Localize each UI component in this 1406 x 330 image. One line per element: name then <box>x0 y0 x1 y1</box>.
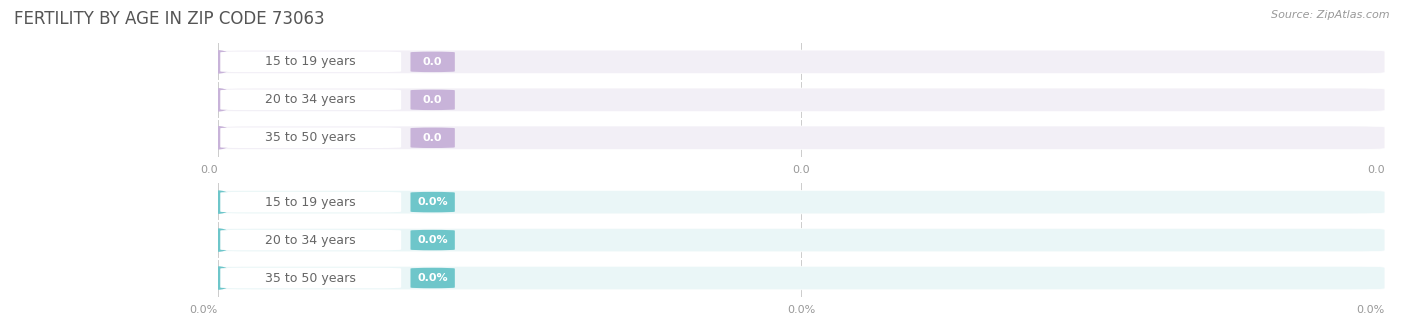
FancyBboxPatch shape <box>218 88 1385 112</box>
Ellipse shape <box>201 228 235 252</box>
Ellipse shape <box>201 266 235 290</box>
Text: 15 to 19 years: 15 to 19 years <box>266 55 356 68</box>
Ellipse shape <box>201 50 235 74</box>
FancyBboxPatch shape <box>411 127 454 148</box>
FancyBboxPatch shape <box>221 192 401 213</box>
Text: 35 to 50 years: 35 to 50 years <box>266 272 356 284</box>
FancyBboxPatch shape <box>218 266 1385 290</box>
FancyBboxPatch shape <box>411 268 454 288</box>
FancyBboxPatch shape <box>218 50 1385 74</box>
Text: 0.0%: 0.0% <box>1357 305 1385 315</box>
FancyBboxPatch shape <box>218 126 1385 149</box>
Ellipse shape <box>201 190 235 214</box>
Text: 35 to 50 years: 35 to 50 years <box>266 131 356 144</box>
FancyBboxPatch shape <box>218 190 1385 214</box>
FancyBboxPatch shape <box>411 51 454 72</box>
FancyBboxPatch shape <box>221 89 401 110</box>
Text: 20 to 34 years: 20 to 34 years <box>266 234 356 247</box>
Text: Source: ZipAtlas.com: Source: ZipAtlas.com <box>1271 10 1389 20</box>
FancyBboxPatch shape <box>411 192 454 213</box>
Text: 20 to 34 years: 20 to 34 years <box>266 93 356 106</box>
Text: 0.0%: 0.0% <box>787 305 815 315</box>
Text: 0.0: 0.0 <box>793 165 810 175</box>
Text: FERTILITY BY AGE IN ZIP CODE 73063: FERTILITY BY AGE IN ZIP CODE 73063 <box>14 10 325 28</box>
FancyBboxPatch shape <box>218 228 1385 252</box>
Text: 0.0: 0.0 <box>1367 165 1385 175</box>
FancyBboxPatch shape <box>221 127 401 148</box>
Text: 0.0: 0.0 <box>423 95 443 105</box>
Text: 0.0: 0.0 <box>423 133 443 143</box>
Text: 0.0%: 0.0% <box>418 197 449 207</box>
FancyBboxPatch shape <box>221 51 401 72</box>
FancyBboxPatch shape <box>221 268 401 288</box>
Text: 0.0%: 0.0% <box>190 305 218 315</box>
Text: 0.0: 0.0 <box>200 165 218 175</box>
FancyBboxPatch shape <box>411 230 454 250</box>
Text: 0.0%: 0.0% <box>418 273 449 283</box>
Text: 0.0%: 0.0% <box>418 235 449 245</box>
Ellipse shape <box>201 126 235 149</box>
Text: 0.0: 0.0 <box>423 57 443 67</box>
Text: 15 to 19 years: 15 to 19 years <box>266 196 356 209</box>
FancyBboxPatch shape <box>411 89 454 110</box>
Ellipse shape <box>201 88 235 112</box>
FancyBboxPatch shape <box>221 230 401 250</box>
